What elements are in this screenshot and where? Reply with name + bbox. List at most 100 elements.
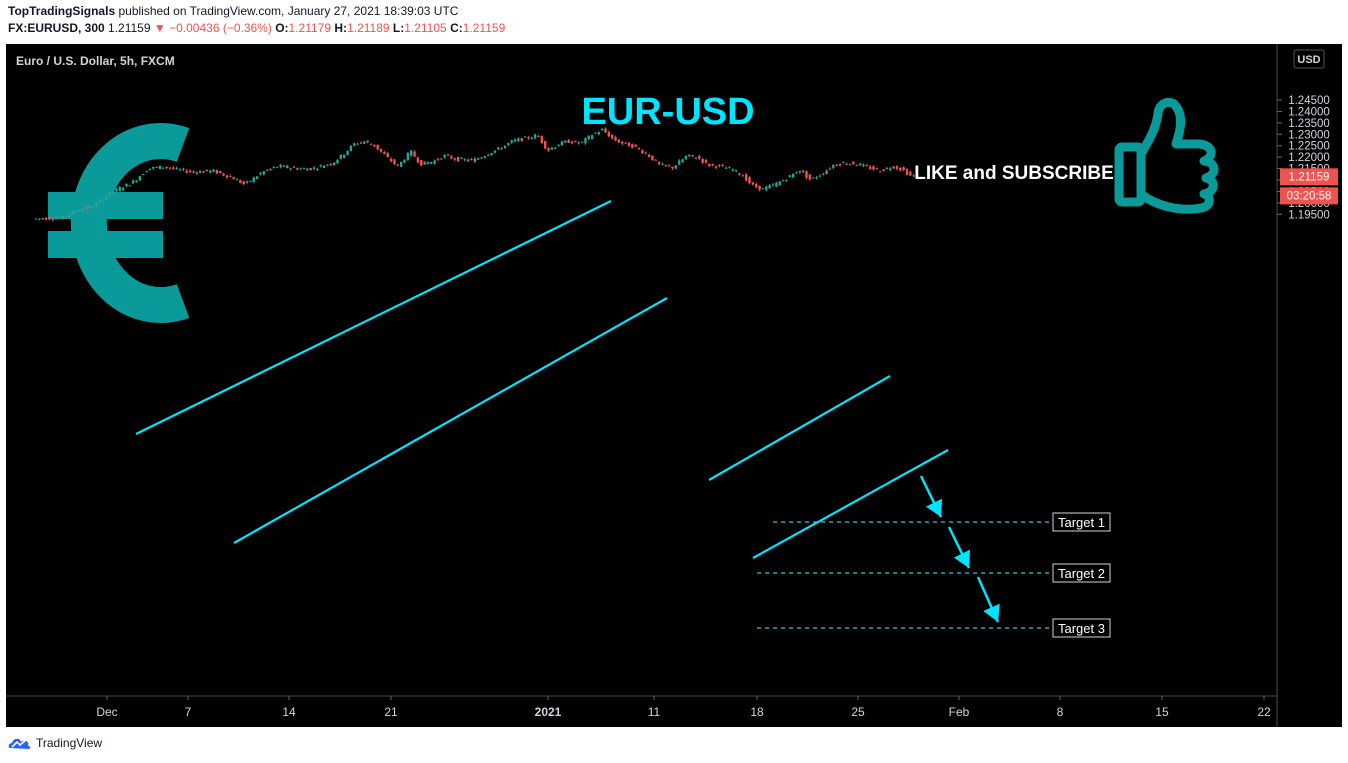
candle-body [868,166,872,170]
candle-body [413,151,416,157]
candle-body [889,168,892,170]
candle-body [795,172,798,174]
candle-body [637,148,641,150]
candle-body [329,164,332,166]
candle-body [319,165,322,167]
candle-body [386,153,389,157]
candle-body [58,217,61,219]
candle-body [373,144,376,147]
candle-body [724,167,728,169]
candle-body [842,162,845,164]
x-tick-label: 18 [750,705,764,719]
candle-body [450,156,453,159]
candle-body [239,180,242,183]
candle-body [209,170,212,173]
candle-body [848,163,852,165]
publish-info: TopTradingSignals published on TradingVi… [8,4,458,18]
candle-body [142,173,145,175]
candle-body [604,128,607,133]
tradingview-logo-icon [8,738,31,749]
candle-body [647,154,651,157]
candle-body [51,219,54,221]
candle-body [517,138,520,141]
candle-body [255,176,259,180]
candle-body [219,170,222,174]
x-tick-label: 7 [185,705,192,719]
svg-text:03:20:58: 03:20:58 [1287,190,1332,202]
candle-body [148,168,152,170]
candle-body [694,157,698,159]
candle-body [145,171,148,173]
candle-body [852,161,855,165]
candle-body [460,157,463,159]
candle-body [242,181,245,185]
target-label: Target 1 [1058,515,1105,530]
candle-body [758,185,761,190]
x-tick-label: 22 [1257,705,1271,719]
candle-body [641,150,644,154]
candle-body [828,168,832,170]
candle-body [336,159,339,164]
candle-body [152,167,155,169]
candle-body [574,140,577,143]
x-axis[interactable]: Dec 7 14 21 2021 11 18 25 Feb 8 15 22 [96,696,1271,719]
candle-body [597,132,600,135]
candle-body [265,169,269,171]
chart-svg[interactable]: Euro / U.S. Dollar, 5h, FXCM USD EUR-USD… [6,44,1342,727]
candle-body [755,184,758,188]
x-tick-label: 2021 [535,705,562,719]
candle-body [838,163,842,166]
x-tick-label: 8 [1057,705,1064,719]
candle-body [718,165,721,167]
candle-body [168,167,172,169]
candle-body [363,141,366,144]
candle-body [34,218,38,220]
candle-body [587,135,590,140]
candle-body [473,158,477,163]
candle-body [594,132,597,134]
candle-body [885,167,889,169]
candle-body [678,160,681,165]
x-tick-label: Dec [96,705,117,719]
target-box [1052,618,1111,638]
y-tick-label: 1.23500 [1288,118,1330,130]
tradingview-brand[interactable]: TradingView [8,736,102,750]
x-tick-label: 15 [1155,705,1169,719]
high-value: 1.21189 [347,21,390,35]
candle-body [423,161,426,165]
publisher-name[interactable]: TopTradingSignals [8,4,116,18]
candle-body [393,159,396,164]
candle-body [339,154,343,159]
candle-body [684,156,688,160]
candle-body [379,148,383,152]
candle-body [162,167,165,169]
candle-body [121,187,125,190]
ohlc-bar: FX:EURUSD, 300 1.21159 ▼ −0.00436 (−0.36… [8,21,506,35]
candle-body [550,147,554,150]
candle-body [912,175,915,177]
candle-body [533,134,537,139]
x-tick-label: 21 [384,705,398,719]
candle-body [346,150,349,155]
candle-body [540,135,544,143]
candle-body [691,155,694,157]
candle-body [202,171,205,173]
candle-body [312,167,316,169]
candle-body [426,162,430,165]
candle-body [101,200,105,202]
candle-body [128,185,131,187]
candle-body [245,181,249,183]
y-tick-label: 1.19500 [1288,209,1330,221]
candle-body [704,159,708,163]
arrows-layer [919,475,1000,623]
candle-body [38,218,41,220]
candle-body [493,150,497,153]
y-tick-label: 1.24500 [1288,95,1330,107]
usd-button[interactable]: USD [1293,49,1325,69]
candles-layer [34,127,915,222]
channels-layer [135,200,949,559]
candle-body [480,157,483,159]
candle-body [322,166,326,169]
candle-body [446,154,450,156]
candle-body [111,191,115,194]
